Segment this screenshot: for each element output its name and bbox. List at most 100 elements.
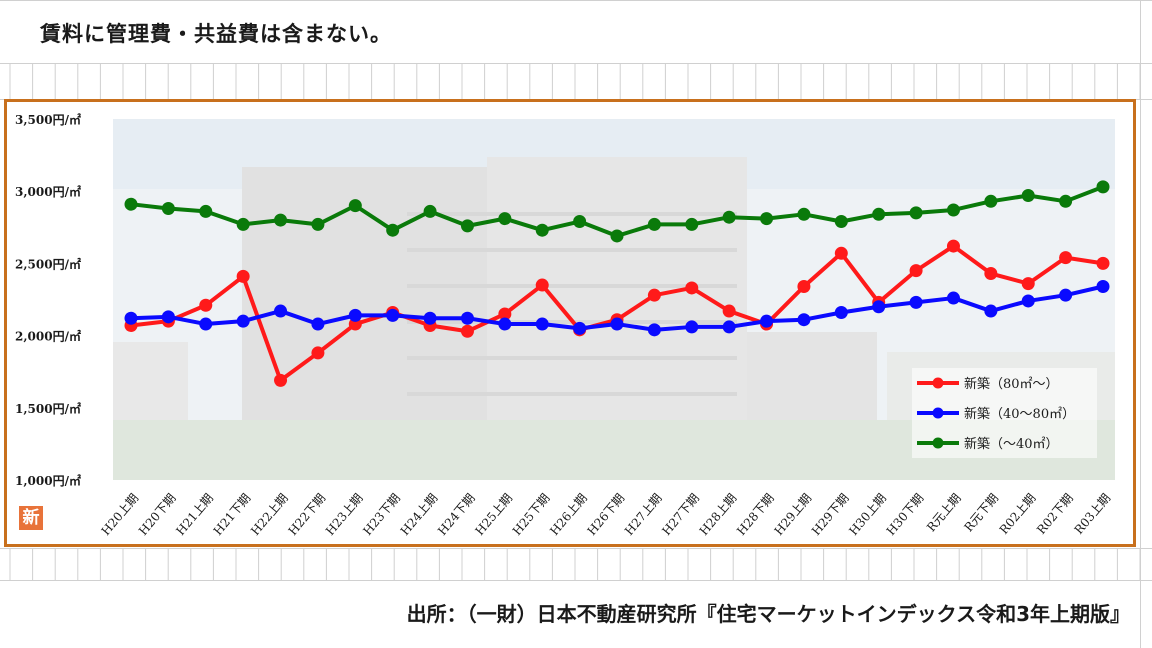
y-tick-label: 2,500円/㎡	[15, 256, 81, 271]
series-2-point	[722, 210, 736, 224]
x-tick-label: H26下期	[585, 491, 628, 538]
series-0-point	[685, 281, 699, 295]
line-chart: 1,000円/㎡ 1,500円/㎡ 2,000円/㎡ 2,500円/㎡ 3,000円/㎡…	[15, 112, 1115, 538]
series-2-point	[872, 207, 886, 221]
x-tick-label: H20上期	[99, 491, 142, 538]
x-tick-label: H28下期	[734, 491, 777, 538]
x-tick-label: H25上期	[472, 491, 515, 538]
series-0-point	[199, 298, 213, 312]
x-tick-label: H25下期	[510, 491, 553, 538]
series-2-point	[834, 215, 848, 229]
y-tick-label: 1,000円/㎡	[15, 473, 81, 488]
series-1-point	[647, 323, 661, 337]
series-0-point	[1059, 251, 1073, 265]
series-2-point	[236, 217, 250, 231]
series-2-point	[909, 206, 923, 220]
series-2-point	[274, 213, 288, 227]
x-tick-label: R02上期	[997, 491, 1039, 537]
x-tick-label: H27上期	[622, 491, 665, 538]
x-tick-label: H22上期	[248, 491, 291, 538]
x-tick-label: H24下期	[435, 491, 478, 538]
series-2-point	[498, 212, 512, 226]
window-band	[407, 356, 737, 360]
series-1-point	[161, 310, 175, 324]
y-tick-label: 3,000円/㎡	[15, 184, 81, 199]
series-1-point	[498, 317, 512, 331]
legend-swatch-marker	[932, 377, 944, 389]
series-2-point	[535, 223, 549, 237]
series-1-point	[274, 304, 288, 318]
series-0-point	[1021, 277, 1035, 291]
series-1-point	[946, 291, 960, 305]
series-0-point	[909, 264, 923, 278]
series-1-point	[760, 314, 774, 328]
source-text: 出所：（一財）日本不動産研究所『住宅マーケットインデックス令和3年上期版』	[406, 602, 1130, 626]
series-1-point	[610, 317, 624, 331]
series-0-point	[984, 267, 998, 281]
x-tick-label: H28上期	[697, 491, 740, 538]
x-tick-label: R03上期	[1072, 491, 1114, 537]
series-1-point	[535, 317, 549, 331]
series-2-point	[984, 194, 998, 208]
series-2-point	[946, 203, 960, 217]
series-1-point	[348, 308, 362, 322]
series-2-point	[1059, 194, 1073, 208]
x-tick-label: H22下期	[286, 491, 329, 538]
series-1-point	[872, 300, 886, 314]
series-0-point	[274, 373, 288, 387]
x-tick-label: H21下期	[211, 491, 254, 538]
series-1-point	[386, 308, 400, 322]
series-1-point	[460, 311, 474, 325]
x-tick-label: R02下期	[1034, 491, 1076, 537]
series-2-point	[573, 215, 587, 229]
series-1-point	[311, 317, 325, 331]
window-band	[407, 284, 737, 288]
series-1-point	[984, 304, 998, 318]
legend-swatch-marker	[932, 407, 944, 419]
series-1-point	[797, 313, 811, 327]
y-tick-label: 2,000円/㎡	[15, 329, 81, 344]
series-1-point	[834, 305, 848, 319]
series-1-point	[909, 295, 923, 309]
legend-label: 新築（～40㎡）	[964, 436, 1059, 452]
series-2-point	[460, 219, 474, 233]
x-tick-label: R元上期	[924, 491, 964, 535]
note-text: 賃料に管理費・共益費は含まない。	[40, 22, 392, 46]
new-badge: 新	[19, 506, 43, 530]
y-tick-label: 3,500円/㎡	[15, 112, 81, 127]
x-tick-label: H30上期	[846, 491, 889, 538]
series-2-point	[610, 229, 624, 243]
series-1-point	[124, 311, 138, 325]
series-0-point	[1096, 256, 1110, 270]
series-0-point	[797, 280, 811, 294]
series-2-point	[685, 217, 699, 231]
x-tick-label: H26上期	[547, 491, 590, 538]
x-tick-label: R元下期	[961, 491, 1001, 535]
series-0-point	[311, 346, 325, 360]
x-tick-label: H20下期	[136, 491, 179, 538]
series-0-point	[834, 246, 848, 260]
series-0-point	[498, 307, 512, 321]
window-band	[407, 248, 737, 252]
series-2-point	[1096, 180, 1110, 194]
series-0-point	[722, 304, 736, 318]
x-tick-label: H27下期	[659, 491, 702, 538]
series-2-point	[311, 217, 325, 231]
window-band	[407, 212, 737, 216]
series-2-point	[760, 212, 774, 226]
series-2-point	[647, 217, 661, 231]
series-1-point	[1021, 294, 1035, 308]
series-2-point	[199, 204, 213, 218]
series-1-point	[199, 317, 213, 331]
legend-swatch-marker	[932, 437, 944, 449]
series-0-point	[236, 269, 250, 283]
x-tick-label: H23上期	[323, 491, 366, 538]
series-2-point	[124, 197, 138, 211]
legend-label: 新築（40～80㎡）	[964, 406, 1075, 422]
x-tick-label: H30下期	[884, 491, 927, 538]
series-1-point	[1096, 280, 1110, 294]
series-2-point	[161, 202, 175, 216]
series-1-point	[236, 314, 250, 328]
series-0-point	[535, 278, 549, 292]
series-0-point	[946, 239, 960, 253]
